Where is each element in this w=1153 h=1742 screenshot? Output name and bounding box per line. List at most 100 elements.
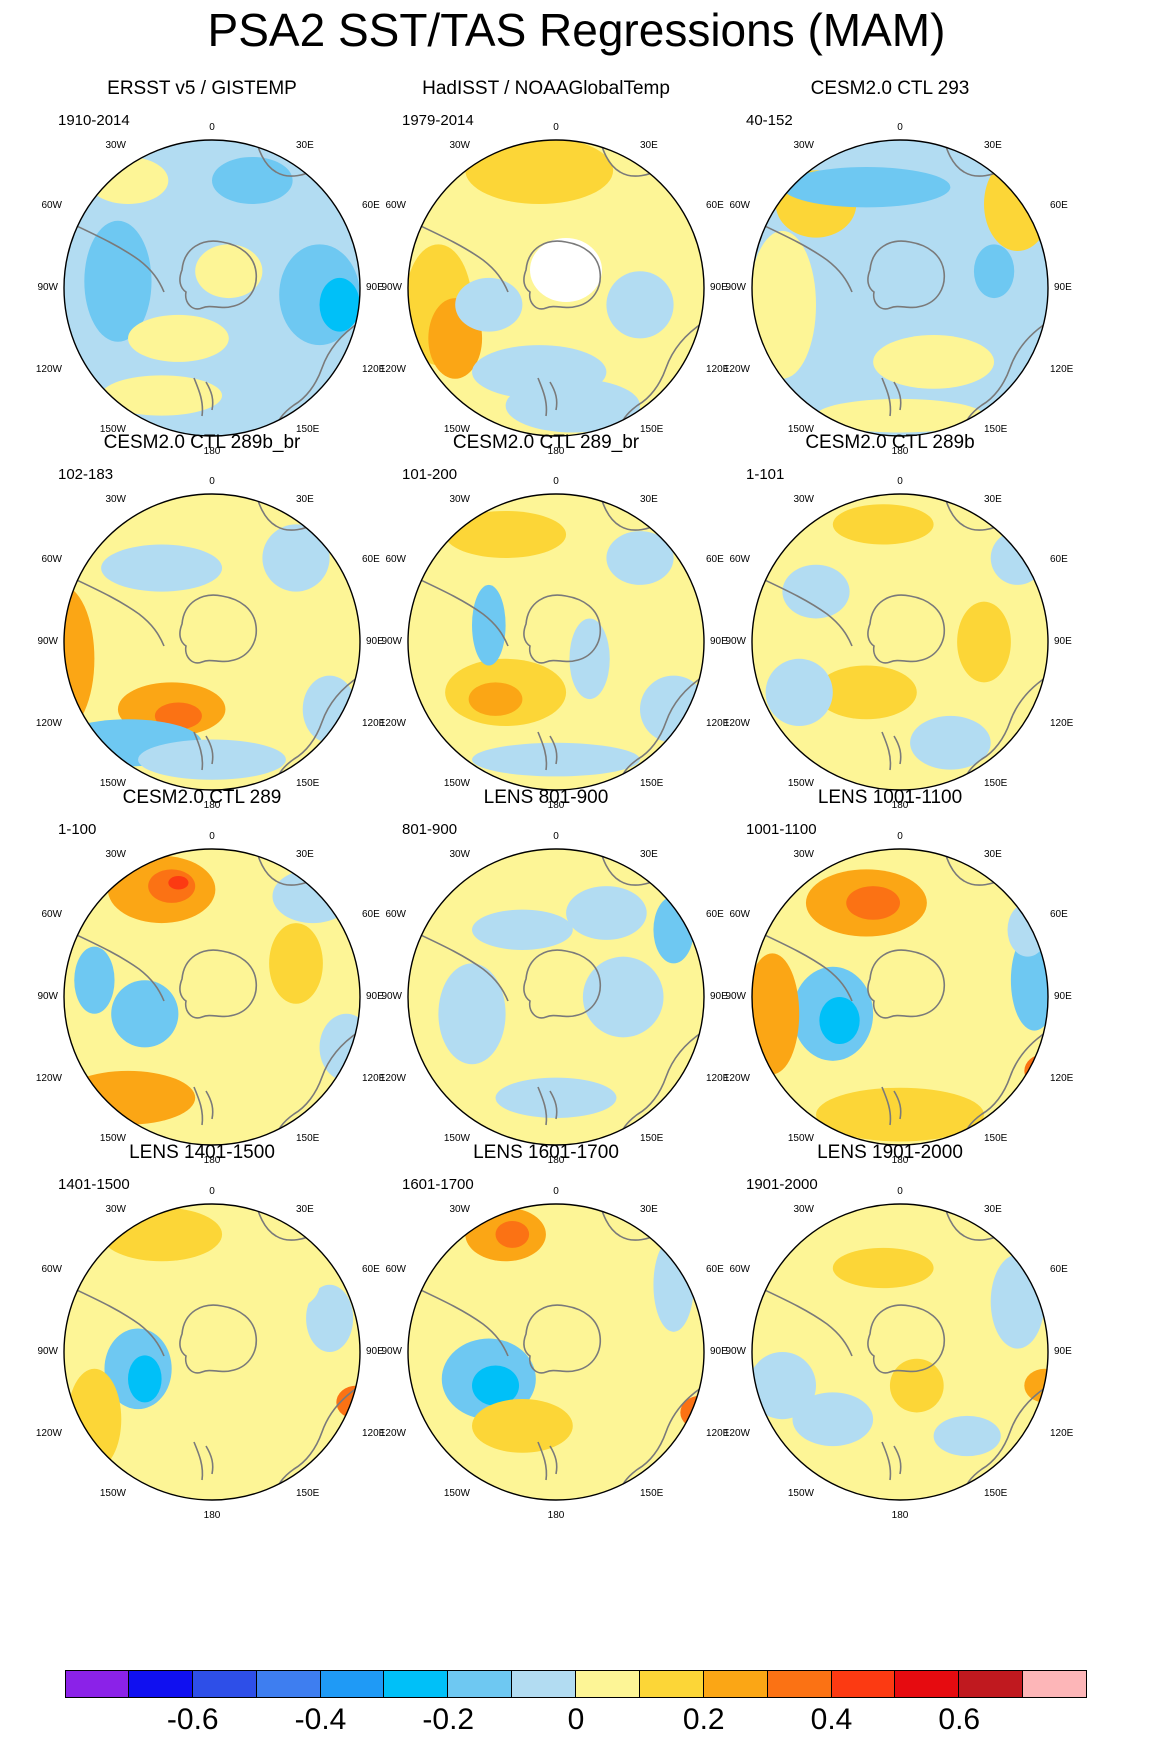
anomaly-region bbox=[472, 345, 607, 399]
new-zealand-coastline bbox=[537, 1441, 558, 1481]
anomaly-region bbox=[438, 963, 506, 1065]
anomaly-region bbox=[262, 524, 330, 592]
longitude-label: 60W bbox=[729, 909, 750, 920]
longitude-label: 120W bbox=[380, 718, 407, 729]
map-border bbox=[751, 848, 1049, 1146]
panel-period: 102-183 bbox=[58, 466, 114, 483]
missing-data-region bbox=[530, 238, 602, 302]
longitude-label: 30E bbox=[296, 849, 314, 860]
anomaly-region bbox=[889, 1358, 944, 1413]
new-zealand-coastline bbox=[193, 1086, 214, 1126]
map-border bbox=[751, 139, 1049, 437]
panel-title: CESM2.0 CTL 289 bbox=[122, 787, 282, 808]
anomaly-region bbox=[67, 1368, 122, 1470]
panel-title: LENS 801-900 bbox=[483, 787, 609, 808]
longitude-label: 120W bbox=[380, 1073, 407, 1084]
map-panel: CESM2.0 CTL 289 1-100 0 180 30W 30E 60W 60E 90W 9… bbox=[22, 787, 386, 1187]
longitude-label: 90W bbox=[37, 636, 58, 647]
longitude-label: 0 bbox=[897, 476, 903, 487]
anomaly-region bbox=[819, 997, 860, 1045]
anomaly-region bbox=[505, 1462, 640, 1497]
map-border bbox=[63, 1203, 361, 1501]
longitude-label: 60E bbox=[362, 1264, 380, 1275]
longitude-label: 90E bbox=[1054, 636, 1072, 647]
longitude-label: 90E bbox=[1054, 991, 1072, 1002]
longitude-label: 150W bbox=[788, 424, 815, 435]
longitude-label: 90E bbox=[366, 636, 384, 647]
new-zealand-coastline bbox=[881, 1441, 902, 1481]
anomaly-region bbox=[87, 156, 169, 204]
anomaly-region bbox=[495, 1077, 617, 1118]
panel-title: CESM2.0 CTL 289b bbox=[805, 432, 975, 453]
new-zealand-coastline bbox=[193, 377, 214, 417]
longitude-label: 30E bbox=[640, 140, 658, 151]
longitude-label: 120W bbox=[36, 718, 63, 729]
longitude-label: 150E bbox=[984, 1133, 1008, 1144]
longitude-label: 180 bbox=[204, 446, 221, 457]
panel-title: HadISST / NOAAGlobalTemp bbox=[422, 78, 670, 99]
map-panel: LENS 1601-1700 1601-1700 0 180 30W 30E 60W 60E 9… bbox=[366, 1142, 730, 1542]
polar-map: 0 180 30W 30E 60W 60E 90W 90E 120W 120E 150W 150E bbox=[36, 476, 386, 811]
anomaly-region bbox=[990, 531, 1045, 585]
longitude-label: 180 bbox=[548, 1155, 565, 1166]
colorbar-swatch bbox=[639, 1670, 704, 1698]
longitude-label: 180 bbox=[892, 1510, 909, 1521]
longitude-label: 120W bbox=[724, 718, 751, 729]
anomaly-region bbox=[101, 375, 223, 416]
polar-map: 0 180 30W 30E 60W 60E 90W 90E 120W 120E 150W 150E bbox=[724, 476, 1074, 811]
anomaly-region bbox=[957, 601, 1011, 683]
anomaly-region bbox=[445, 510, 567, 558]
new-zealand-coastline bbox=[881, 377, 902, 417]
new-zealand-coastline bbox=[537, 377, 558, 417]
panel-period: 1601-1700 bbox=[402, 1176, 474, 1193]
australia-coastline bbox=[959, 1024, 1048, 1145]
antarctica-coastline bbox=[867, 240, 946, 310]
antarctica-coastline bbox=[523, 594, 602, 664]
anomaly-region bbox=[101, 1207, 223, 1262]
panel-period: 1910-2014 bbox=[58, 112, 130, 129]
longitude-label: 90W bbox=[37, 282, 58, 293]
longitude-label: 150E bbox=[640, 778, 664, 789]
longitude-label: 120W bbox=[36, 364, 63, 375]
anomaly-region bbox=[792, 1392, 874, 1447]
australia-coastline bbox=[959, 669, 1048, 790]
anomaly-region bbox=[472, 909, 573, 950]
anomaly-region bbox=[1007, 902, 1048, 957]
colorbar-tick-label: 0.6 bbox=[938, 1703, 981, 1736]
map-panel: CESM2.0 CTL 289b 1-101 0 180 30W 30E 60W 60E 90W… bbox=[710, 432, 1074, 832]
panel-period: 1401-1500 bbox=[58, 1176, 130, 1193]
colorbar-swatch bbox=[895, 1670, 960, 1698]
polar-map: 0 180 30W 30E 60W 60E 90W 90E 120W 120E 150W 150E bbox=[380, 1186, 730, 1521]
longitude-label: 120W bbox=[724, 364, 751, 375]
anomaly-region bbox=[472, 1399, 573, 1453]
longitude-label: 60E bbox=[1050, 909, 1068, 920]
polar-map: 0 180 30W 30E 60W 60E 90W 90E 120W 120E 150W 150E bbox=[724, 831, 1074, 1166]
longitude-label: 120E bbox=[706, 364, 730, 375]
panel-title: CESM2.0 CTL 293 bbox=[810, 78, 970, 99]
australia-coastline bbox=[615, 315, 704, 436]
colorbar-swatch bbox=[1023, 1670, 1087, 1698]
longitude-label: 180 bbox=[892, 446, 909, 457]
anomaly-region bbox=[101, 544, 223, 592]
longitude-label: 90E bbox=[710, 636, 728, 647]
polar-map: 0 180 30W 30E 60W 60E 90W 90E 120W 120E 150W 150E bbox=[724, 1186, 1074, 1521]
panel-title: CESM2.0 CTL 289b_br bbox=[103, 432, 301, 453]
longitude-label: 90W bbox=[725, 991, 746, 1002]
longitude-label: 60E bbox=[362, 554, 380, 565]
anomaly-region bbox=[910, 715, 991, 770]
longitude-label: 0 bbox=[209, 476, 215, 487]
longitude-label: 120E bbox=[1050, 718, 1074, 729]
panel-period: 801-900 bbox=[402, 821, 458, 838]
map-panel: LENS 1901-2000 1901-2000 0 180 30W 30E 60W 60E 9… bbox=[710, 1142, 1074, 1542]
australia-coastline bbox=[615, 669, 704, 790]
colorbar-swatch bbox=[959, 1670, 1024, 1698]
colorbar-swatch bbox=[128, 1670, 193, 1698]
longitude-label: 150E bbox=[296, 1133, 320, 1144]
colorbar-tick-label: -0.2 bbox=[422, 1703, 475, 1736]
polar-map: 0 180 30W 30E 60W 60E 90W 90E 120W 120E 150W 150E bbox=[36, 831, 386, 1166]
anomaly-region bbox=[816, 665, 917, 720]
longitude-label: 60E bbox=[706, 554, 724, 565]
anomaly-region bbox=[572, 1241, 640, 1295]
longitude-label: 0 bbox=[553, 1186, 559, 1197]
anomaly-region bbox=[765, 658, 833, 726]
